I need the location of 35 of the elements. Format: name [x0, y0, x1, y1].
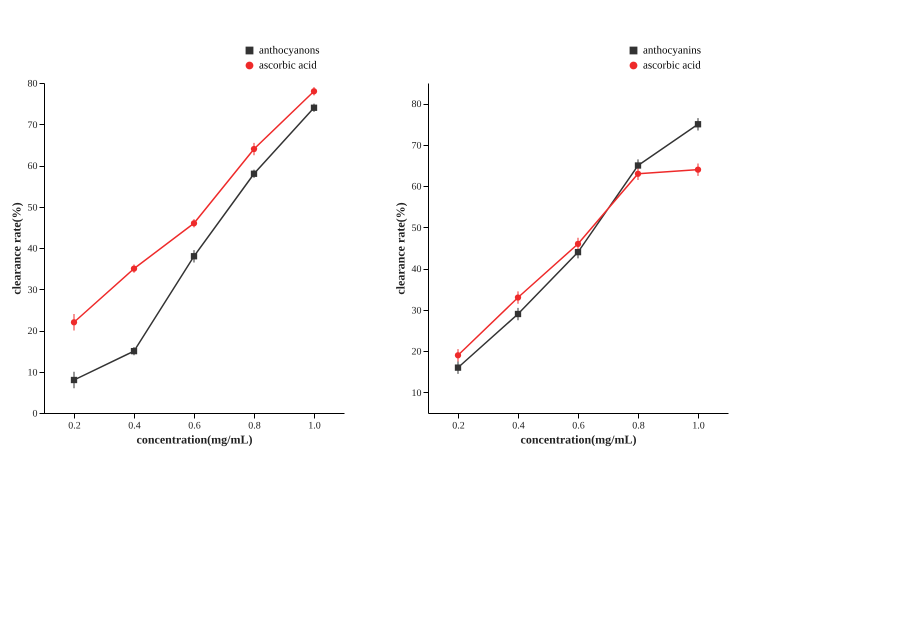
y-tick-label: 70 [28, 120, 38, 131]
x-tick-label: 0.6 [572, 420, 585, 432]
y-tick-label: 40 [28, 244, 38, 254]
y-tick-label: 50 [412, 222, 422, 234]
y-tick-label: 20 [28, 326, 38, 337]
x-tick-label: 0.4 [128, 420, 141, 432]
y-tick-label: 0 [32, 408, 38, 420]
x-tick-label: 1.0 [692, 420, 705, 432]
y-tick-label: 80 [28, 78, 38, 90]
y-axis-title: clearance rate(%) [10, 202, 24, 295]
y-tick-label: 60 [28, 161, 38, 172]
y-tick-label: 20 [412, 346, 422, 358]
y-tick-label: 80 [412, 99, 422, 110]
y-tick-label: 70 [412, 140, 422, 152]
x-axis-title: concentration(mg/mL) [136, 432, 252, 446]
x-tick-label: 1.0 [308, 420, 321, 432]
y-tick-label: 10 [412, 388, 422, 399]
y-tick-label: 50 [28, 202, 38, 214]
y-tick-label: 60 [412, 182, 422, 193]
x-tick-label: 0.8 [248, 420, 261, 432]
legend-label: anthocyanons [259, 44, 320, 56]
y-tick-label: 40 [412, 264, 422, 276]
x-tick-label: 0.2 [452, 420, 465, 432]
legend-label: anthocyanins [643, 44, 702, 56]
x-tick-label: 0.2 [68, 420, 81, 432]
x-tick-label: 0.4 [512, 420, 525, 432]
y-tick-label: 30 [28, 284, 38, 296]
x-tick-label: 0.6 [188, 420, 201, 432]
x-tick-label: 0.8 [632, 420, 645, 432]
legend-label: ascorbic acid [643, 60, 702, 72]
y-tick-label: 10 [28, 367, 38, 378]
x-axis-title: concentration(mg/mL) [520, 432, 636, 446]
y-axis-title: clearance rate(%) [394, 202, 408, 295]
legend-label: ascorbic acid [259, 60, 318, 72]
y-tick-label: 30 [412, 305, 422, 316]
